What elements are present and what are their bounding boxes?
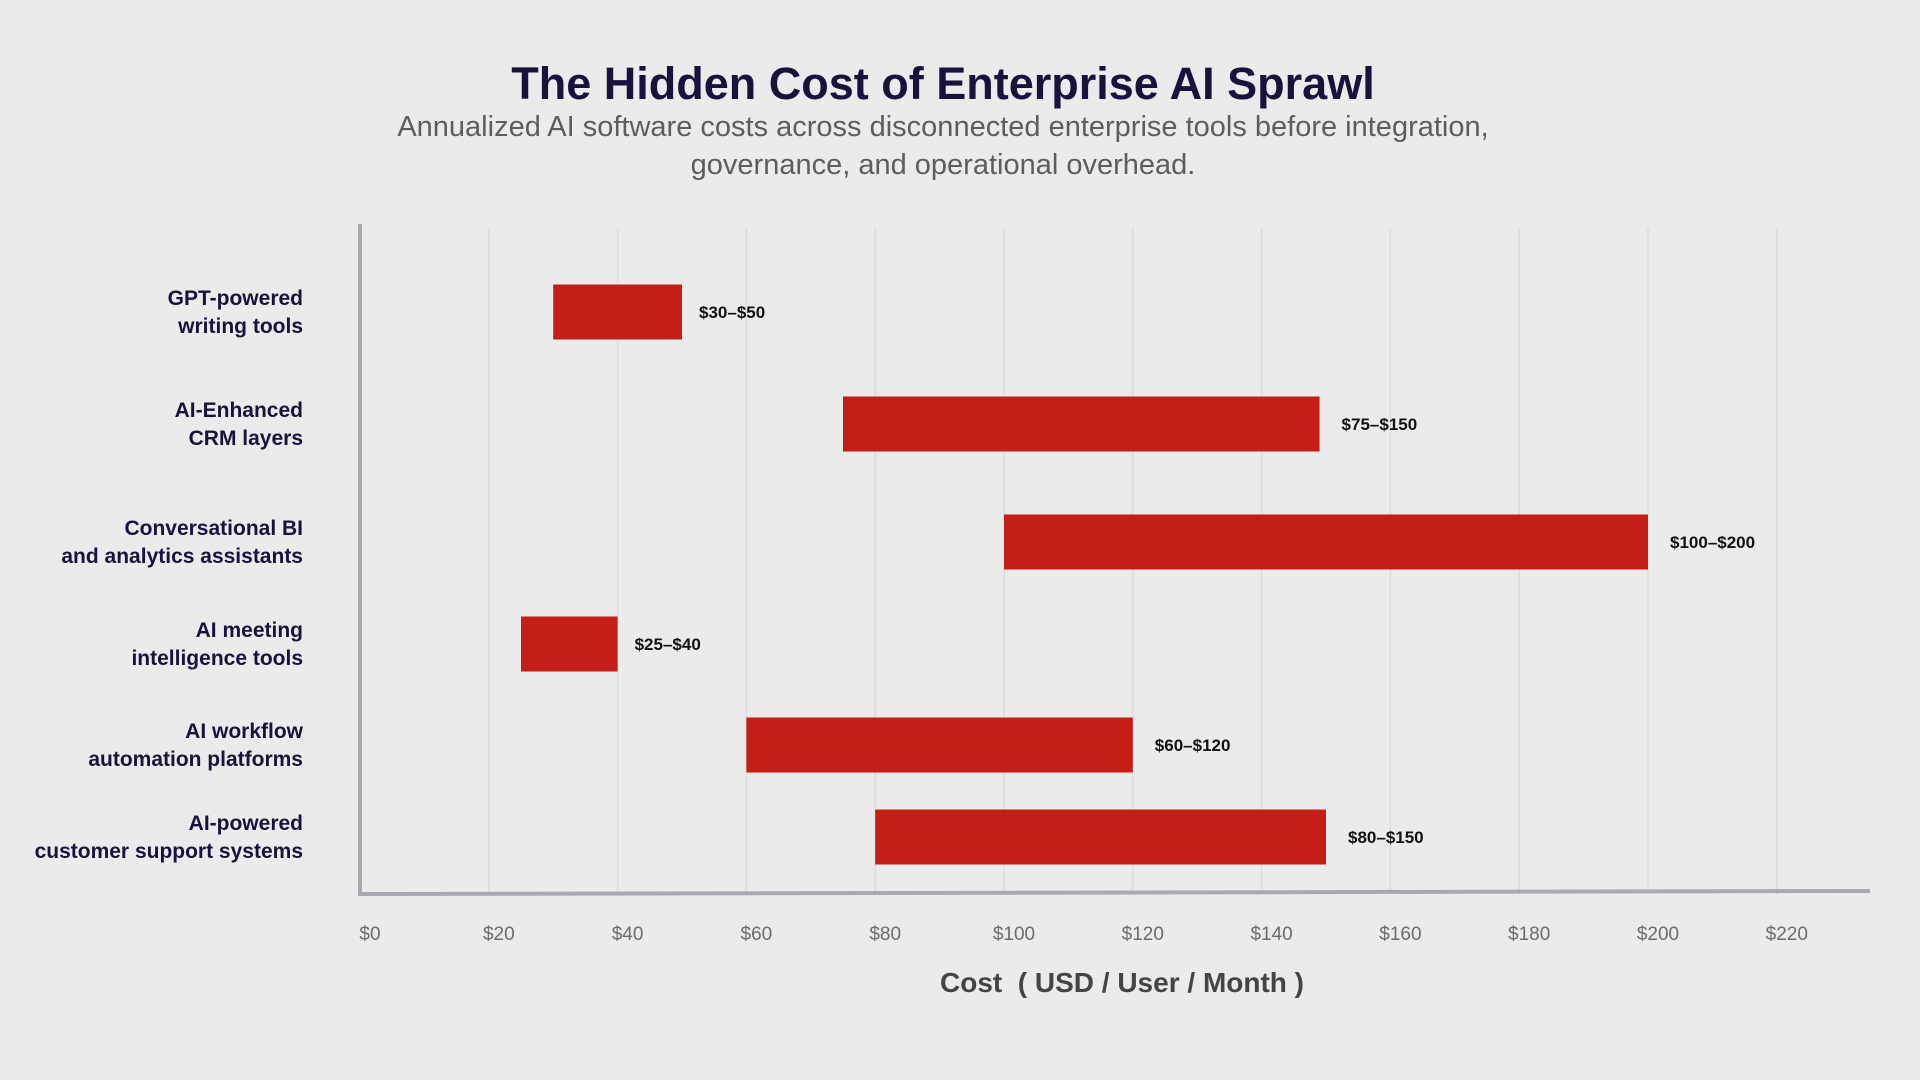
category-label: AI-Enhanced CRM layers	[175, 399, 303, 450]
chart-title: The Hidden Cost of Enterprise AI Sprawl	[511, 58, 1375, 109]
x-tick-label: $100	[993, 924, 1035, 945]
chart-subtitle: Annualized AI software costs across disc…	[397, 111, 1489, 181]
x-tick-label: $200	[1637, 924, 1679, 945]
labels: $0 $20 $40 $60 $80 $100 $120 $140 $160 $180 $200 $2…	[35, 287, 1808, 945]
range-bar	[553, 284, 682, 340]
category-label: AI meeting intelligence tools	[131, 619, 303, 670]
x-tick-label: $180	[1508, 924, 1550, 945]
x-tick-label: $80	[869, 924, 901, 945]
bar-data-label: $25–$40	[635, 635, 701, 654]
x-tick-label: $220	[1766, 924, 1808, 945]
axes	[357, 224, 1871, 896]
x-tick-label: $120	[1122, 924, 1164, 945]
x-tick-label: $60	[741, 924, 773, 945]
range-bar	[1004, 514, 1648, 570]
bar-data-label: $60–$120	[1155, 736, 1231, 755]
x-tick-label: $20	[483, 924, 515, 945]
bar-data-label: $80–$150	[1348, 828, 1424, 847]
range-bar	[843, 396, 1320, 452]
category-label: AI-powered customer support systems	[35, 812, 303, 863]
bar-data-label: $100–$200	[1670, 533, 1755, 552]
x-tick-label: $160	[1379, 924, 1421, 945]
bar-data-label: $75–$150	[1342, 415, 1418, 434]
category-label: GPT-powered writing tools	[168, 287, 303, 338]
range-bar	[521, 616, 618, 672]
x-tick-label: $140	[1250, 924, 1292, 945]
range-bar	[746, 717, 1133, 773]
category-label: AI workflow automation platforms	[88, 720, 303, 771]
bars	[521, 284, 1648, 865]
range-bar	[875, 809, 1326, 865]
category-label: Conversational BI and analytics assistant…	[61, 517, 303, 568]
x-tick-label: $0	[359, 924, 380, 945]
x-axis-line	[357, 889, 1871, 896]
x-axis-title: Cost ( USD / User / Month )	[940, 967, 1304, 998]
x-tick-label: $40	[612, 924, 644, 945]
bar-data-label: $30–$50	[699, 303, 765, 322]
